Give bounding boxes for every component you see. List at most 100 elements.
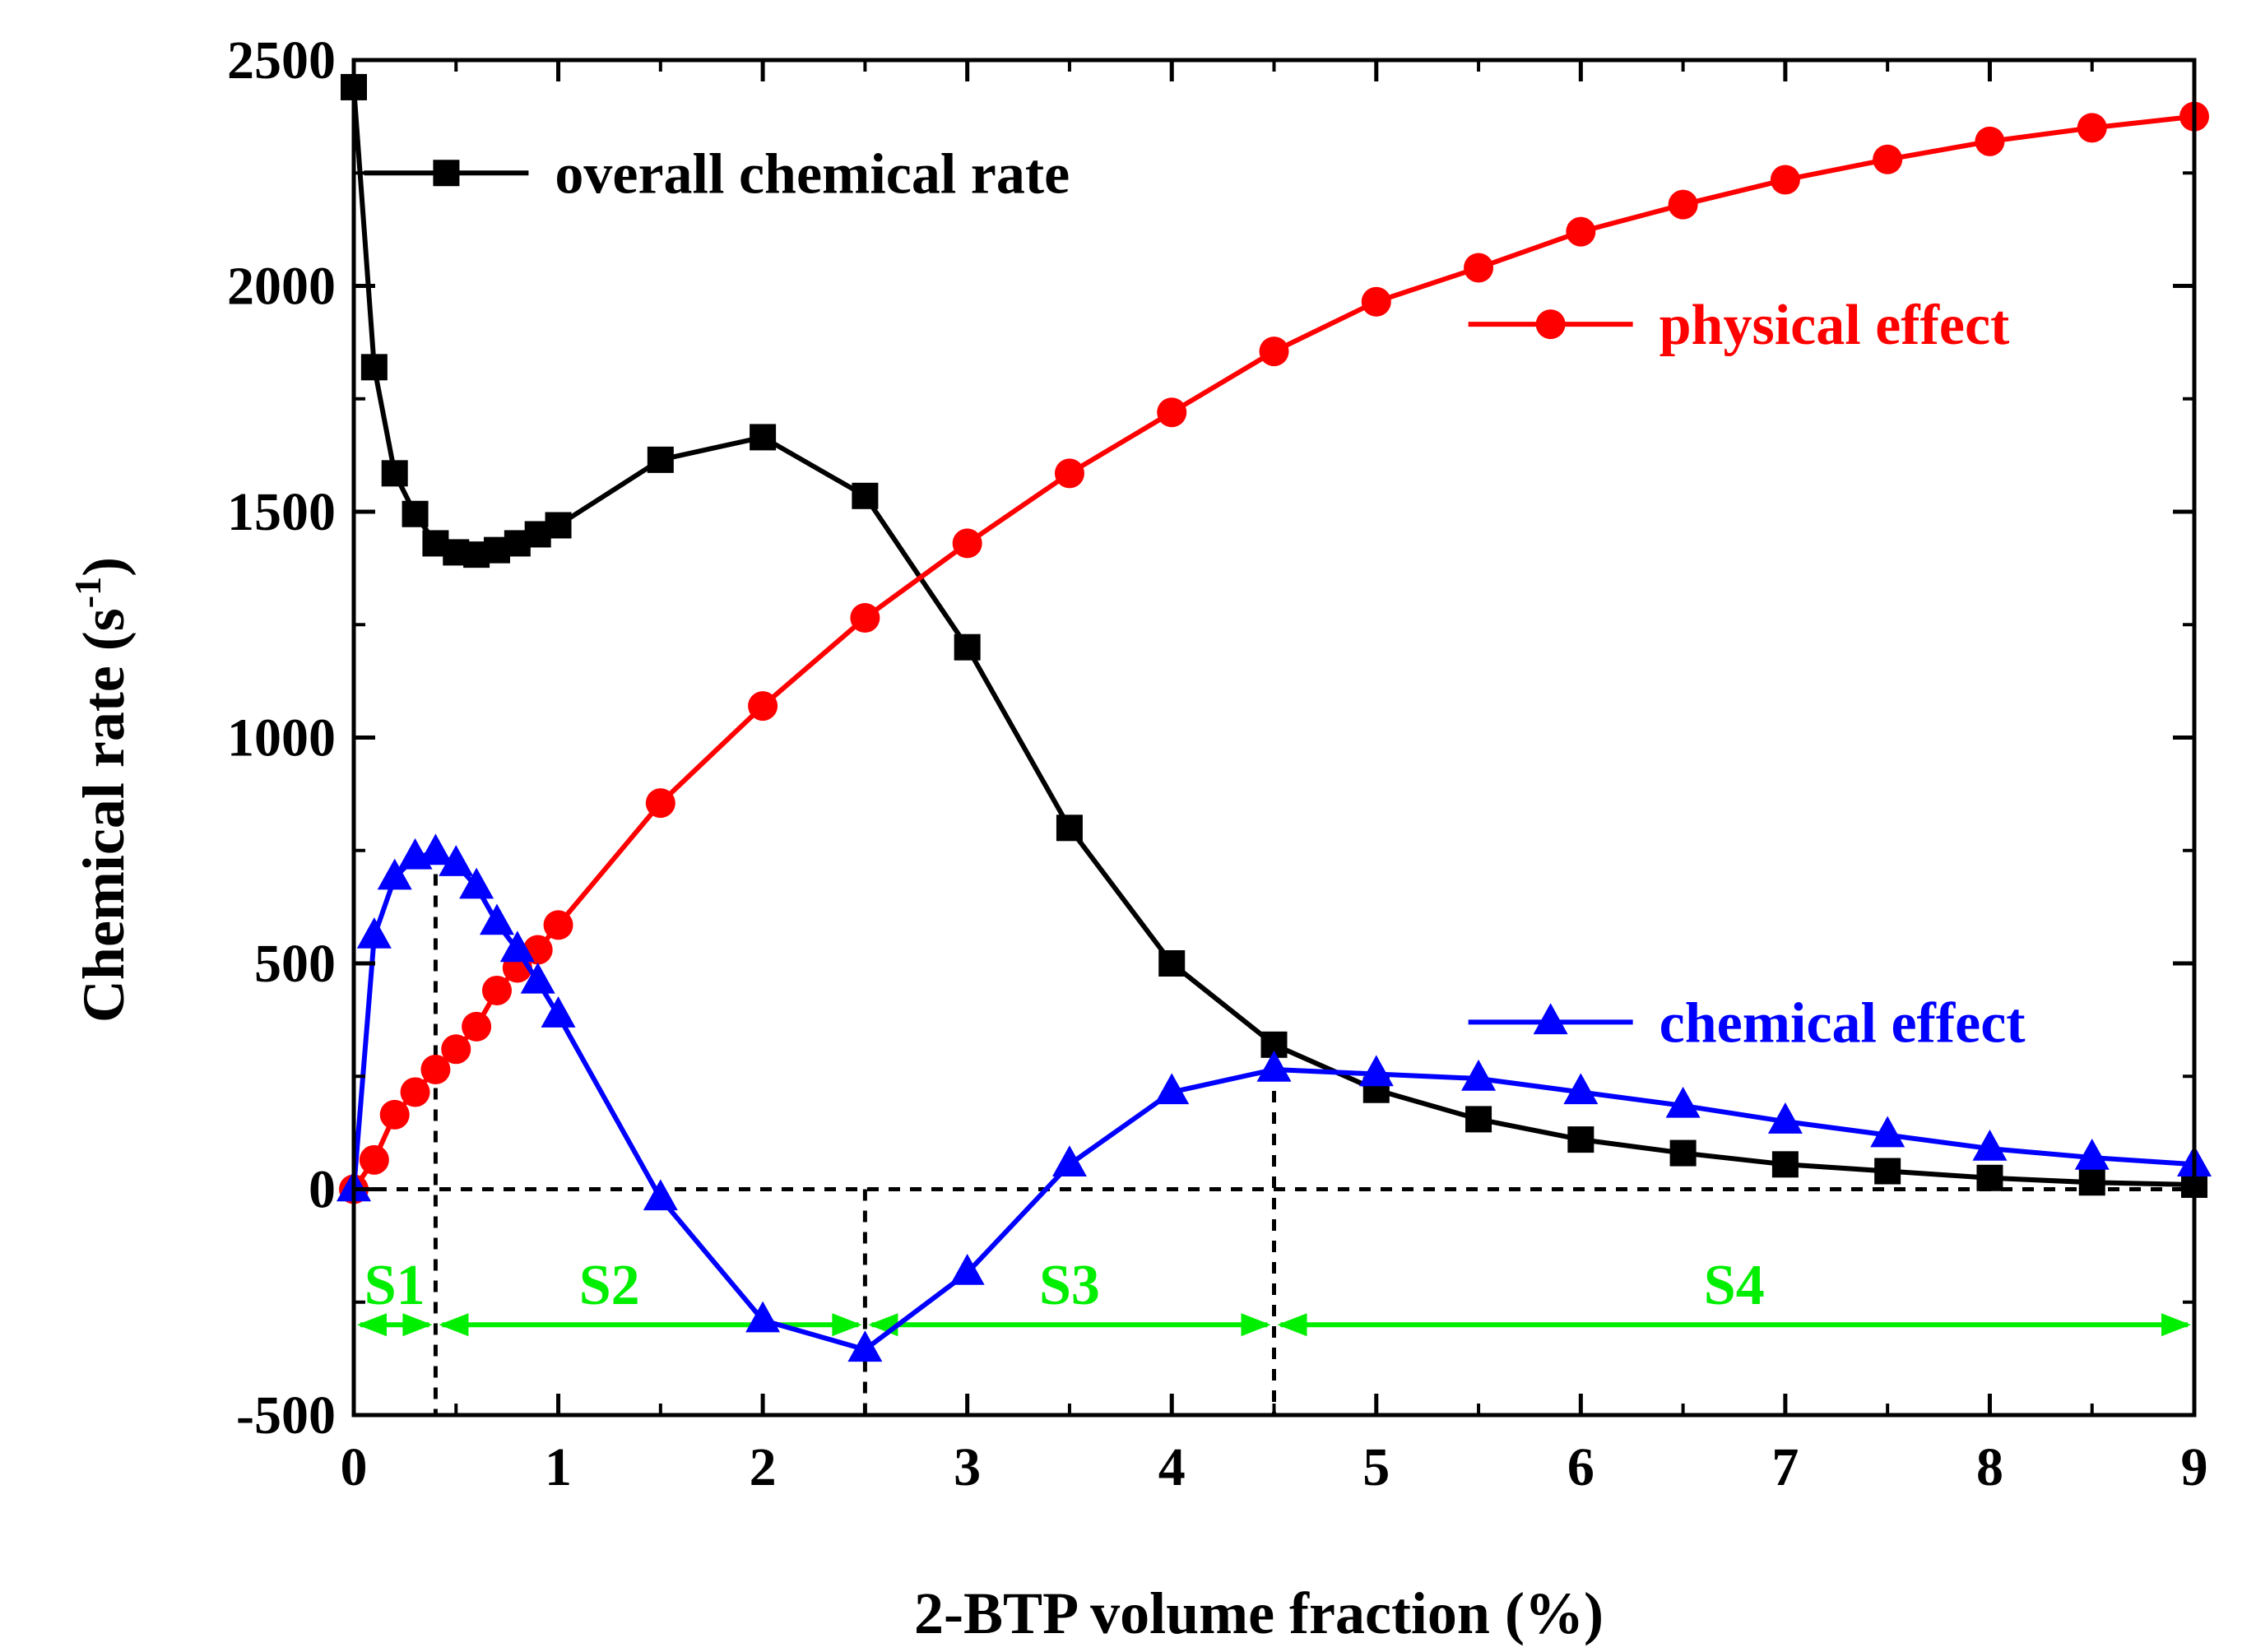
data-point xyxy=(1870,1116,1906,1148)
y-axis-title-main: Chemical rate (s xyxy=(71,608,137,1023)
data-point xyxy=(750,424,777,451)
data-point xyxy=(541,996,576,1028)
data-point xyxy=(420,1055,451,1085)
data-point xyxy=(1465,1106,1492,1133)
stage-arrow-head-left xyxy=(357,1313,387,1337)
data-point xyxy=(1873,144,1903,174)
data-point xyxy=(1976,1164,2003,1191)
data-point xyxy=(360,354,388,381)
data-point xyxy=(402,500,429,527)
data-point xyxy=(1563,1073,1599,1105)
y-axis-ticks: -500 0 500 1000 1500 2000 2500 xyxy=(227,30,2194,1446)
data-point xyxy=(1665,1086,1701,1118)
data-point xyxy=(847,1330,883,1362)
data-point xyxy=(2074,1138,2110,1170)
stage-S4: S4 xyxy=(1277,1254,2191,1337)
data-point xyxy=(852,482,879,509)
x-tick-label: 3 xyxy=(954,1437,981,1497)
data-point xyxy=(400,1077,430,1107)
data-point xyxy=(645,788,675,819)
y-tick-label: 500 xyxy=(254,934,336,994)
data-point xyxy=(1770,165,1800,195)
y-axis-title-close: ) xyxy=(71,557,137,577)
x-tick-label: 0 xyxy=(341,1437,368,1497)
data-point xyxy=(1054,458,1084,489)
stage-arrow-head-right xyxy=(402,1313,433,1337)
y-tick-label: 2000 xyxy=(227,257,336,317)
data-series xyxy=(337,73,2212,1362)
data-point xyxy=(1975,126,2005,156)
stage-label: S1 xyxy=(364,1254,425,1317)
data-point xyxy=(359,1144,389,1175)
data-point xyxy=(745,1301,781,1333)
data-point xyxy=(1259,336,1289,367)
stage-S2: S2 xyxy=(439,1254,862,1337)
x-tick-label: 5 xyxy=(1362,1437,1390,1497)
stage-annotations: S1 S2 S3 S4 xyxy=(357,1254,2191,1337)
data-point xyxy=(1668,189,1698,220)
data-point xyxy=(1771,1151,1799,1178)
x-tick-label: 4 xyxy=(1158,1437,1186,1497)
legend-marker xyxy=(1533,1003,1568,1035)
data-point xyxy=(520,962,555,994)
legend-label: overall chemical rate xyxy=(555,142,1070,206)
legend-marker xyxy=(1535,309,1566,340)
x-tick-label: 2 xyxy=(750,1437,777,1497)
data-point xyxy=(954,633,981,661)
legend-label: physical effect xyxy=(1660,294,2010,357)
data-point xyxy=(1566,216,1596,247)
data-point xyxy=(643,1179,678,1211)
data-point xyxy=(381,460,408,487)
stage-label: S4 xyxy=(1704,1254,1765,1317)
y-axis-title: Chemical rate (s-1) xyxy=(67,557,137,1023)
data-point xyxy=(2078,1169,2105,1196)
plot-frame xyxy=(351,58,2197,1418)
stage-arrow-head-left xyxy=(868,1313,898,1337)
legend-label: chemical effect xyxy=(1660,991,2026,1055)
data-point xyxy=(1158,950,1186,977)
data-point xyxy=(1461,1059,1497,1091)
data-point xyxy=(647,446,674,473)
stage-S3: S3 xyxy=(868,1254,1271,1337)
data-point xyxy=(1464,253,1494,283)
y-axis-title-superscript: -1 xyxy=(67,577,109,608)
data-point xyxy=(545,512,572,539)
stage-arrow-head-left xyxy=(439,1313,469,1337)
y-tick-label: 1500 xyxy=(227,482,336,542)
data-point xyxy=(1567,1126,1595,1153)
y-tick-label: 0 xyxy=(309,1160,336,1220)
data-point xyxy=(1157,397,1187,428)
data-point xyxy=(418,833,453,865)
x-tick-label: 8 xyxy=(1976,1437,2003,1497)
legend-item: chemical effect xyxy=(1468,991,2026,1055)
data-point xyxy=(1256,1050,1292,1082)
data-point xyxy=(543,910,573,940)
data-point xyxy=(439,845,474,876)
stage-S1: S1 xyxy=(357,1254,433,1337)
data-point xyxy=(1669,1139,1697,1167)
stage-label: S2 xyxy=(579,1254,640,1317)
data-point xyxy=(850,603,880,633)
legend-item: overall chemical rate xyxy=(364,142,1070,206)
data-point xyxy=(356,916,392,949)
stage-arrow-head-right xyxy=(1241,1313,1271,1337)
stage-arrow-head-right xyxy=(2161,1313,2191,1337)
data-point xyxy=(949,1253,985,1285)
y-tick-label: -500 xyxy=(236,1385,336,1446)
reference-lines xyxy=(354,852,2194,1415)
data-point xyxy=(441,1034,471,1065)
data-point xyxy=(1767,1102,1803,1134)
data-point xyxy=(377,858,412,890)
x-tick-label: 1 xyxy=(545,1437,572,1497)
data-point xyxy=(379,1099,410,1130)
data-point xyxy=(1154,1073,1190,1105)
y-tick-label: 2500 xyxy=(227,30,336,90)
legend: overall chemical rate physical effect chem… xyxy=(364,142,2026,1055)
legend-marker xyxy=(433,160,460,187)
data-point xyxy=(952,528,982,559)
stage-arrow-head-left xyxy=(1277,1313,1307,1337)
data-point xyxy=(481,975,512,1005)
data-point xyxy=(462,1011,492,1042)
